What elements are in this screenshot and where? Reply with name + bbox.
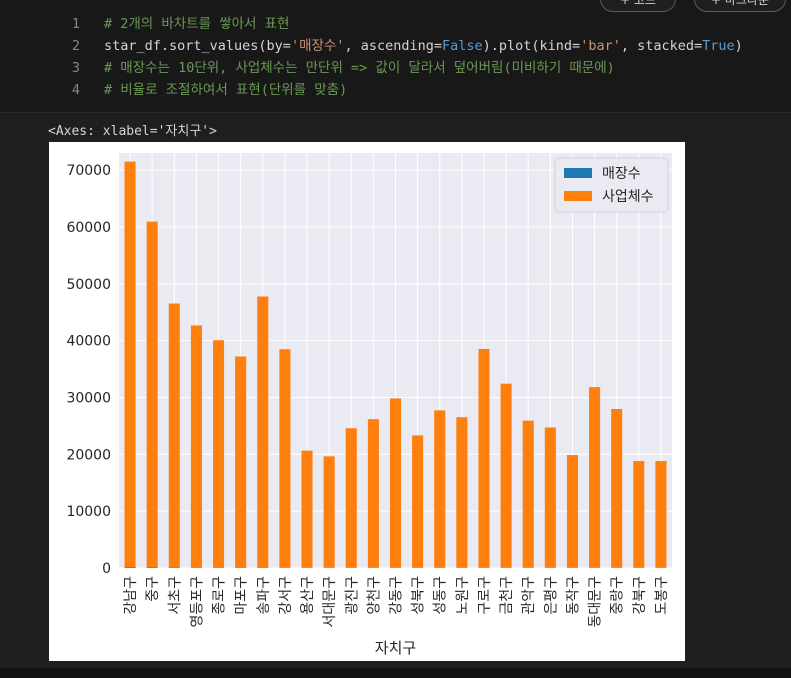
bar-business-관악구	[522, 420, 534, 568]
code-token: '매장수'	[290, 38, 345, 54]
x-tick-label: 송파구	[256, 576, 272, 615]
code-token: )	[734, 38, 743, 54]
x-tick-label: 강북구	[632, 576, 648, 615]
legend-label-store: 매장수	[602, 166, 641, 182]
bar-business-강남구	[124, 161, 136, 568]
x-tick-label: 중구	[145, 576, 161, 602]
x-tick-label: 용산구	[300, 576, 316, 615]
x-tick-label: 성동구	[433, 576, 449, 615]
bar-business-노원구	[456, 417, 468, 568]
bar-business-금천구	[500, 383, 512, 568]
x-tick-label: 서대문구	[322, 576, 338, 628]
x-tick-label: 양천구	[366, 576, 382, 615]
x-tick-label: 관악구	[521, 576, 537, 615]
bar-business-마포구	[235, 356, 247, 568]
x-tick-label: 구로구	[477, 576, 493, 615]
bar-business-성동구	[434, 410, 446, 568]
legend-swatch-store	[564, 168, 592, 178]
y-tick-label: 70000	[66, 163, 111, 179]
x-tick-label: 성북구	[411, 576, 427, 615]
code-token: True	[702, 38, 735, 54]
bar-business-도봉구	[655, 461, 667, 568]
code-line[interactable]: 1 # 2개의 바차트를 쌓아서 표현	[0, 13, 791, 35]
code-token: 'bar'	[580, 38, 621, 54]
y-tick-label: 40000	[66, 334, 111, 350]
code-token: # 매장수는 10단위, 사업체수는 만단위 => 값이 달라서 덮어버림(미비…	[104, 60, 615, 76]
code-token: False	[442, 38, 483, 54]
line-number: 2	[71, 38, 80, 54]
bottom-scrollbar[interactable]	[0, 668, 791, 678]
bar-business-동대문구	[589, 387, 601, 568]
line-number: 1	[71, 16, 80, 32]
bar-business-중구	[146, 221, 158, 568]
code-token: # 비율로 조절하여서 표현(단위를 맞춤)	[104, 82, 348, 98]
bar-business-강동구	[389, 398, 402, 568]
bar-business-광진구	[345, 428, 357, 568]
add-code-button[interactable]: + 코드	[600, 0, 676, 12]
add-markdown-button[interactable]: + 마크다운	[694, 0, 786, 12]
code-line[interactable]: 3 # 매장수는 10단위, 사업체수는 만단위 => 값이 달라서 덮어버림(미…	[0, 57, 791, 79]
output-text: <Axes: xlabel='자치구'>	[48, 124, 217, 139]
y-tick-label: 0	[102, 561, 111, 577]
bar-business-강북구	[633, 461, 645, 568]
x-tick-label: 서초구	[167, 576, 183, 615]
code-text: star_df.sort_values(by='매장수', ascending=…	[104, 35, 743, 57]
x-tick-label: 노원구	[455, 576, 471, 615]
code-token: # 2개의 바차트를 쌓아서 표현	[104, 16, 290, 32]
x-tick-label: 도봉구	[654, 576, 670, 615]
legend-label-business: 사업체수	[602, 189, 654, 205]
x-tick-label: 강남구	[123, 576, 139, 615]
bar-business-송파구	[257, 296, 269, 568]
y-tick-label: 20000	[66, 447, 111, 463]
x-tick-label: 동작구	[565, 576, 581, 615]
code-text: # 2개의 바차트를 쌓아서 표현	[104, 13, 289, 35]
bar-business-용산구	[301, 450, 313, 568]
code-line[interactable]: 4 # 비율로 조절하여서 표현(단위를 맞춤)	[0, 79, 791, 101]
x-tick-label: 종로구	[212, 576, 228, 615]
bar-business-종로구	[213, 340, 225, 568]
x-tick-label: 광진구	[344, 576, 360, 615]
x-tick-label: 은평구	[543, 576, 559, 615]
bar-business-중랑구	[611, 408, 623, 568]
chart-figure: 0 10000 20000 30000 40000 50000 60000 70000 강남구 중…	[49, 142, 685, 661]
bar-business-강서구	[279, 349, 291, 568]
bar-business-성북구	[412, 435, 424, 568]
y-tick-label: 50000	[66, 277, 111, 293]
code-token: star_df.sort_values(by=	[104, 38, 291, 54]
x-tick-label: 동대문구	[588, 576, 604, 628]
line-number: 4	[71, 82, 80, 98]
bar-business-영등포구	[190, 325, 202, 568]
code-token: ).plot(kind=	[482, 38, 581, 54]
code-line[interactable]: 2 star_df.sort_values(by='매장수', ascending…	[0, 35, 791, 57]
x-tick-label: 중랑구	[610, 576, 626, 615]
x-tick-label: 강서구	[278, 576, 294, 615]
bar-business-은평구	[544, 427, 556, 568]
bar-business-동작구	[566, 455, 578, 568]
code-token: , ascending=	[344, 38, 442, 54]
code-text: # 매장수는 10단위, 사업체수는 만단위 => 값이 달라서 덮어버림(미비…	[104, 57, 615, 79]
line-number: 3	[71, 60, 80, 76]
x-tick-label: 영등포구	[189, 576, 205, 628]
x-tick-label: 금천구	[499, 576, 515, 615]
y-tick-label: 10000	[66, 504, 111, 520]
bar-chart: 0 10000 20000 30000 40000 50000 60000 70000 강남구 중…	[66, 153, 672, 657]
bar-business-서대문구	[323, 456, 335, 568]
y-tick-label: 60000	[66, 220, 111, 236]
code-text: # 비율로 조절하여서 표현(단위를 맞춤)	[104, 79, 347, 101]
y-tick-label: 30000	[66, 390, 111, 406]
x-axis-label: 자치구	[375, 639, 416, 657]
bar-business-양천구	[367, 419, 379, 568]
bar-business-구로구	[478, 348, 490, 568]
x-tick-label: 마포구	[234, 576, 250, 615]
x-tick-label: 강동구	[389, 576, 405, 615]
bar-business-서초구	[168, 303, 180, 568]
code-token: , stacked=	[620, 38, 703, 54]
legend-swatch-business	[564, 191, 592, 201]
code-cell[interactable]: + 코드 + 마크다운 1 # 2개의 바차트를 쌓아서 표현 2 star_df.s…	[0, 0, 791, 113]
